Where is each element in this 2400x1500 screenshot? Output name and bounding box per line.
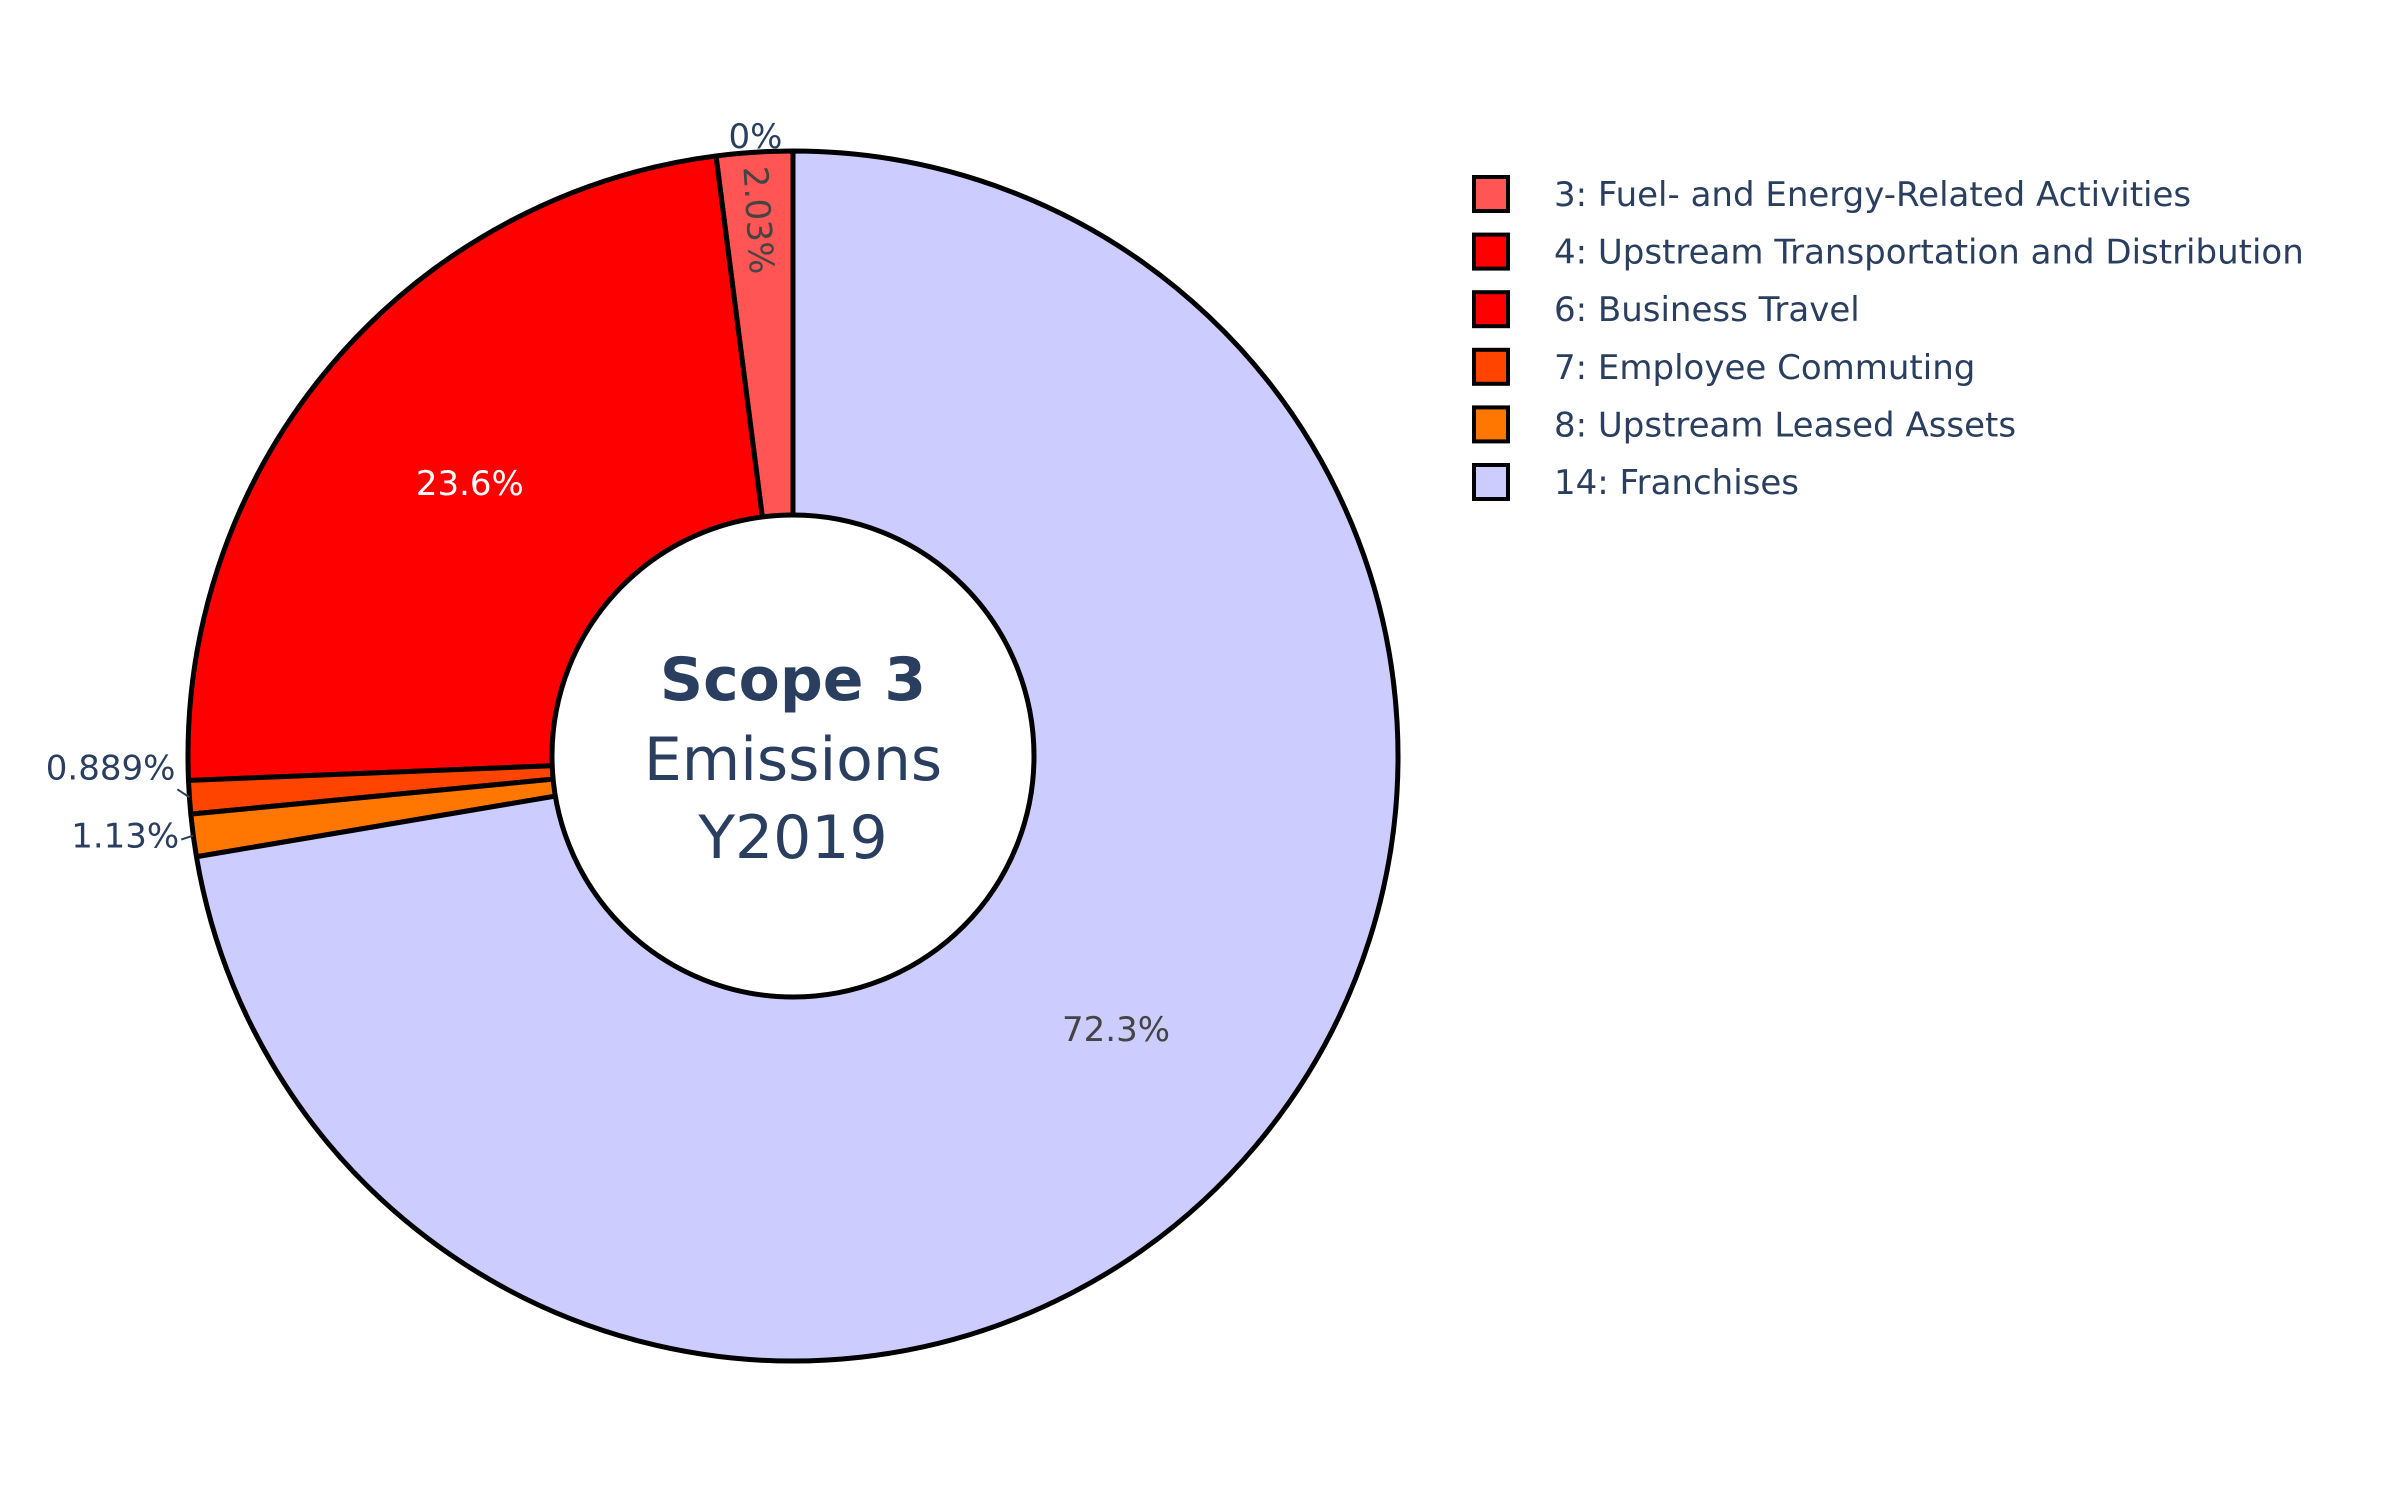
slice-label-14-franchises: 72.3% <box>1062 1010 1170 1050</box>
legend-label: 3: Fuel- and Energy-Related Activities <box>1554 175 2191 215</box>
legend-swatch <box>1472 405 1510 444</box>
center-title-line3: Y2019 <box>697 803 887 873</box>
center-title-line2: Emissions <box>644 725 942 795</box>
legend-item-14-franchises[interactable]: 14: Franchises <box>1472 463 1799 503</box>
slice-labels: 2.03% 0% 23.6% 0.889% 1.13% 72.3% <box>46 117 1170 1050</box>
legend-swatch <box>1472 175 1510 213</box>
slice-label-3-fuel-and-energy-related-activities: 2.03% <box>734 165 781 275</box>
legend-item-8-upstream-leased-assets[interactable]: 8: Upstream Leased Assets <box>1472 405 2016 445</box>
legend-item-6-business-travel[interactable]: 6: Business Travel <box>1472 290 1860 330</box>
legend-label: 14: Franchises <box>1554 463 1799 503</box>
legend-label: 6: Business Travel <box>1554 290 1860 330</box>
legend-swatch <box>1472 232 1510 271</box>
donut-hole <box>549 512 1037 1000</box>
legend-item-4-upstream-transportation-and-distribution[interactable]: 4: Upstream Transportation and Distribut… <box>1472 232 2304 273</box>
legend-item-3-fuel-and-energy-related-activities[interactable]: 3: Fuel- and Energy-Related Activities <box>1472 175 2191 215</box>
slice-label-tick <box>176 788 190 799</box>
legend-item-7-employee-commuting[interactable]: 7: Employee Commuting <box>1472 347 1975 388</box>
legend-swatch <box>1472 290 1510 329</box>
legend-label: 8: Upstream Leased Assets <box>1554 405 2016 445</box>
slice-label-tick <box>180 834 194 841</box>
slice-label-7-employee-commuting: 0.889% <box>46 748 176 788</box>
center-title-bold: Scope 3 <box>660 645 926 715</box>
legend-label: 4: Upstream Transportation and Distribut… <box>1554 233 2304 273</box>
legend-swatch <box>1472 347 1510 386</box>
legend-label: 7: Employee Commuting <box>1554 348 1975 388</box>
legend-swatch <box>1472 463 1510 501</box>
slice-label-6-business-travel: 23.6% <box>416 464 524 504</box>
slice-label-8-upstream-leased-assets: 1.13% <box>71 817 179 857</box>
legend: 3: Fuel- and Energy-Related Activities 4:… <box>1472 175 2304 503</box>
slice-label-4-upstream-transportation-and-distribution: 0% <box>729 117 783 157</box>
